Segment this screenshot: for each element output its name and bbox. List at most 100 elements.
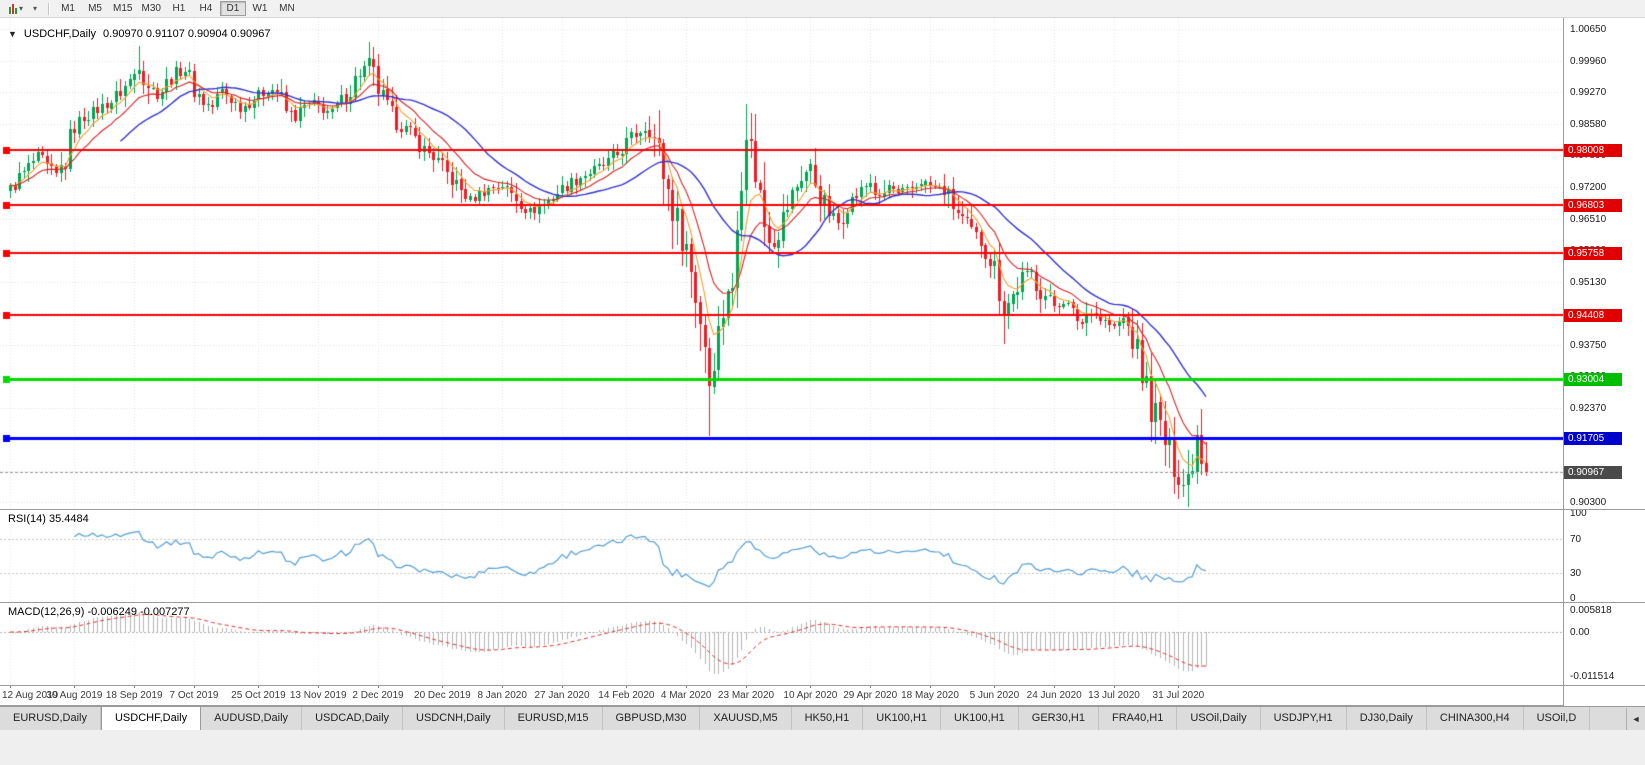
price-axis-label: 0.95130 xyxy=(1570,276,1607,288)
price-axis-label: 0.99960 xyxy=(1570,55,1607,67)
dropdown-arrow-icon: ▾ xyxy=(19,3,24,13)
date-axis-tick xyxy=(1114,685,1115,688)
macd-axis-label: 0.005818 xyxy=(1570,604,1612,616)
price-axis-label: 0.99270 xyxy=(1570,87,1607,99)
panel-splitter[interactable] xyxy=(0,602,1645,603)
date-axis-tick xyxy=(10,685,11,688)
date-axis-label: 12 Aug 2019 xyxy=(2,690,59,701)
date-axis-label: 10 Apr 2020 xyxy=(783,690,838,701)
status-bar xyxy=(0,730,1645,765)
date-axis-label: 8 Jan 2020 xyxy=(477,690,527,701)
chart-tabs-bar: EURUSD,Daily USDCHF,Daily AUDUSD,Daily USDC… xyxy=(0,706,1645,730)
macd-label: MACD(12,26,9) -0.006249 -0.007277 xyxy=(8,606,190,618)
chart-tab-dj30-daily[interactable]: DJ30,Daily xyxy=(1346,707,1427,730)
date-axis-tick xyxy=(74,685,75,688)
date-axis-tick xyxy=(258,685,259,688)
date-axis-tick xyxy=(194,685,195,688)
timeframe-button-h1[interactable]: H1 xyxy=(166,1,192,16)
chart-tab-gbpusd-m30[interactable]: GBPUSD,M30 xyxy=(602,707,701,730)
chart-tab-xauusd-m5[interactable]: XAUUSD,M5 xyxy=(700,707,792,730)
panel-splitter[interactable] xyxy=(0,685,1645,686)
panel-splitter[interactable] xyxy=(0,509,1645,510)
date-axis-tick xyxy=(746,685,747,688)
chart-tab-china300-h4[interactable]: CHINA300,H4 xyxy=(1426,707,1524,730)
chart-tab-usoil-d[interactable]: USOil,D xyxy=(1523,707,1591,730)
date-axis-label: 25 Oct 2019 xyxy=(231,690,286,701)
price-axis-label: 0.92370 xyxy=(1570,402,1607,414)
chart-tab-audusd-daily[interactable]: AUDUSD,Daily xyxy=(201,707,303,730)
price-axis[interactable]: 1.006500.999600.992700.985800.978900.972… xyxy=(1563,18,1645,706)
date-axis-tick xyxy=(134,685,135,688)
date-axis-label: 29 Apr 2020 xyxy=(843,690,898,701)
toolbar-separator xyxy=(48,2,50,15)
price-axis-label: 0.97200 xyxy=(1570,181,1607,193)
macd-indicator-canvas[interactable] xyxy=(0,602,1563,685)
rsi-axis-label: 0 xyxy=(1570,593,1576,604)
date-axis-tick xyxy=(930,685,931,688)
date-axis-label: 18 Sep 2019 xyxy=(105,690,163,701)
rsi-label: RSI(14) 35.4484 xyxy=(8,513,89,525)
chart-tab-eurusd-m15[interactable]: EURUSD,M15 xyxy=(504,707,603,730)
date-axis-label: 14 Feb 2020 xyxy=(598,690,655,701)
rsi-indicator-canvas[interactable] xyxy=(0,509,1563,602)
date-axis-label: 13 Nov 2019 xyxy=(289,690,347,701)
date-axis-label: 27 Jan 2020 xyxy=(534,690,590,701)
chart-tab-usoil-daily[interactable]: USOil,Daily xyxy=(1177,707,1261,730)
price-axis-label: 0.93750 xyxy=(1570,339,1607,351)
chart-tab-ger30-h1[interactable]: GER30,H1 xyxy=(1018,707,1099,730)
chart-tab-uk100-h1[interactable]: UK100,H1 xyxy=(863,707,942,730)
price-level-tag: 0.91705 xyxy=(1564,432,1622,446)
chart-tab-usdcad-daily[interactable]: USDCAD,Daily xyxy=(302,707,404,730)
chart-tab-hk50-h1[interactable]: HK50,H1 xyxy=(791,707,864,730)
current-price-tag: 0.90967 xyxy=(1564,465,1622,479)
price-axis-label: 1.00650 xyxy=(1570,24,1607,36)
date-axis-label: 5 Jun 2020 xyxy=(969,690,1020,701)
date-axis-tick xyxy=(1178,685,1179,688)
timeframe-button-m30[interactable]: M30 xyxy=(137,1,164,16)
tab-scroll-left-button[interactable]: ◄ xyxy=(1626,708,1645,730)
chart-ohlc-readout: ▼ USDCHF,Daily 0.90970 0.91107 0.90904 0… xyxy=(8,28,270,40)
price-axis-label: 0.90300 xyxy=(1570,497,1607,509)
chart-tab-usdchf-daily[interactable]: USDCHF,Daily xyxy=(100,707,202,730)
timeframe-button-mn[interactable]: MN xyxy=(274,1,300,16)
rsi-axis-label: 30 xyxy=(1570,567,1582,579)
macd-axis-label: 0.00 xyxy=(1570,627,1590,639)
date-axis-tick xyxy=(870,685,871,688)
date-axis-label: 23 Mar 2020 xyxy=(717,690,775,701)
date-axis-tick xyxy=(994,685,995,688)
chart-tab-eurusd-daily[interactable]: EURUSD,Daily xyxy=(0,707,101,730)
timeframe-button-m5[interactable]: M5 xyxy=(82,1,108,16)
price-level-tag: 0.93004 xyxy=(1564,372,1622,386)
price-level-tag: 0.96803 xyxy=(1564,199,1622,213)
toolbar-dropdown-button[interactable]: ▾ xyxy=(28,1,42,16)
date-axis-tick xyxy=(1054,685,1055,688)
date-axis-label: 2 Dec 2019 xyxy=(352,690,404,701)
date-axis-label: 30 Aug 2019 xyxy=(46,690,103,701)
chart-tab-fra40-h1[interactable]: FRA40,H1 xyxy=(1098,707,1178,730)
timeframe-button-w1[interactable]: W1 xyxy=(247,1,273,16)
symbol-period-label: USDCHF,Daily xyxy=(23,28,97,40)
timeframe-button-m1[interactable]: M1 xyxy=(55,1,81,16)
ohlc-values: 0.90970 0.91107 0.90904 0.90967 xyxy=(103,28,271,40)
timeframe-toolbar: ▾ ▾ M1 M5 M15 M30 H1 H4 D1 W1 MN xyxy=(0,0,1645,18)
date-axis-label: 31 Jul 2020 xyxy=(1152,690,1205,701)
chart-type-button[interactable]: ▾ xyxy=(4,1,28,16)
chart-tab-usdcnh-daily[interactable]: USDCNH,Daily xyxy=(403,707,505,730)
price-level-tag: 0.95758 xyxy=(1564,246,1622,260)
chart-tab-uk100-h1[interactable]: UK100,H1 xyxy=(941,707,1019,730)
date-axis-tick xyxy=(626,685,627,688)
date-axis[interactable]: 12 Aug 2019 30 Aug 2019 18 Sep 2019 7 Oct 2… xyxy=(0,685,1563,706)
timeframe-button-m15[interactable]: M15 xyxy=(109,1,136,16)
one-click-collapse-icon[interactable]: ▼ xyxy=(8,29,17,39)
timeframe-button-d1[interactable]: D1 xyxy=(219,1,246,16)
rsi-axis-label: 100 xyxy=(1570,508,1587,519)
chart-window: ▼ USDCHF,Daily 0.90970 0.91107 0.90904 0… xyxy=(0,18,1645,706)
chart-tab-usdjpy-h1[interactable]: USDJPY,H1 xyxy=(1260,707,1347,730)
date-axis-tick xyxy=(318,685,319,688)
price-level-tag: 0.94408 xyxy=(1564,308,1622,322)
timeframe-button-h4[interactable]: H4 xyxy=(193,1,219,16)
date-axis-label: 4 Mar 2020 xyxy=(660,690,712,701)
price-chart-canvas[interactable] xyxy=(0,18,1563,509)
date-axis-label: 20 Dec 2019 xyxy=(414,690,471,701)
